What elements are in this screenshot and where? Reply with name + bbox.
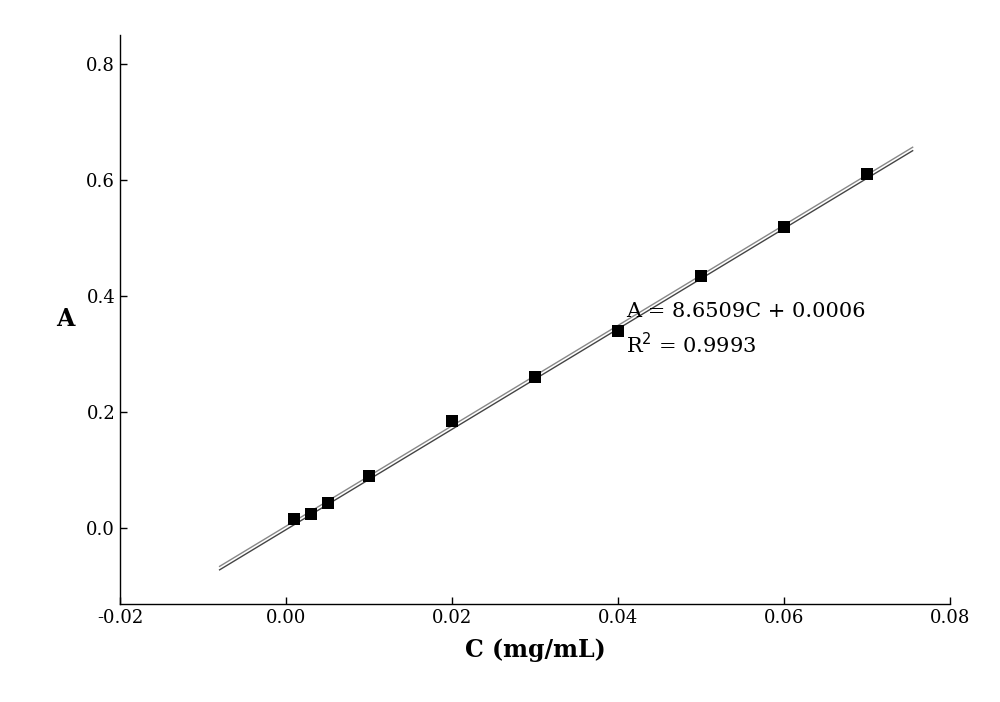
Point xyxy=(303,508,319,519)
Point xyxy=(693,270,709,282)
Point xyxy=(527,372,543,383)
Point xyxy=(610,326,626,337)
Point xyxy=(859,168,875,180)
Point xyxy=(320,497,336,508)
Text: A = 8.6509C + 0.0006: A = 8.6509C + 0.0006 xyxy=(626,301,866,321)
Point xyxy=(776,221,792,232)
X-axis label: C (mg/mL): C (mg/mL) xyxy=(465,637,605,662)
Point xyxy=(444,416,460,427)
Y-axis label: A: A xyxy=(56,307,75,331)
Point xyxy=(361,470,377,482)
Text: R$^2$ = 0.9993: R$^2$ = 0.9993 xyxy=(626,332,756,357)
Point xyxy=(286,513,302,524)
